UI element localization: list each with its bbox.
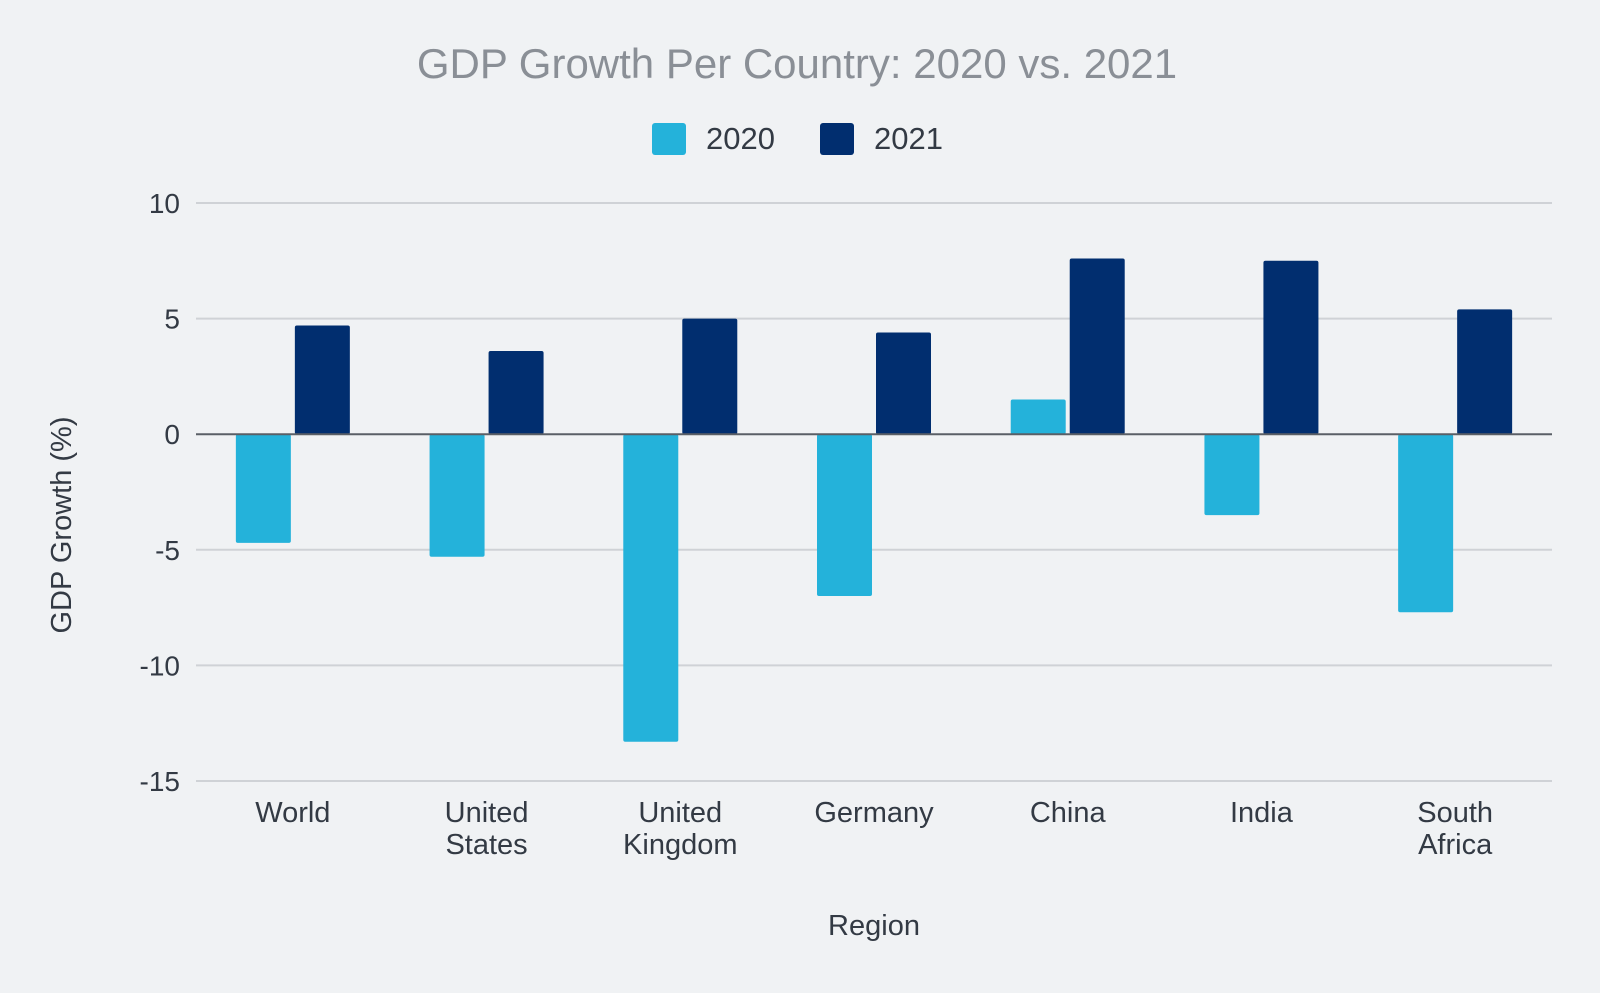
legend-swatch-2020 [652, 123, 686, 155]
bar-2020-united-kingdom[interactable] [623, 434, 679, 742]
x-tick-label-line: Africa [1418, 829, 1493, 861]
x-tick-label: China [1030, 797, 1107, 829]
x-tick-label-line: United [638, 797, 722, 829]
y-tick-label: -5 [155, 535, 180, 566]
x-tick-label: Germany [814, 797, 934, 829]
x-tick-label: United States [445, 797, 529, 861]
y-tick-labels: 10 5 0 -5 -10 -15 [140, 188, 180, 797]
x-tick-label: South Africa [1417, 797, 1493, 861]
bar-2020-united-states[interactable] [429, 434, 485, 557]
bar-2020-south-africa[interactable] [1398, 434, 1454, 613]
legend: 2020 2021 [652, 121, 943, 156]
bars [235, 258, 1513, 742]
bar-2020-china[interactable] [1010, 399, 1066, 435]
bar-2021-china[interactable] [1069, 258, 1125, 435]
y-tick-label: -15 [140, 766, 180, 797]
bar-2021-south-africa[interactable] [1457, 309, 1513, 435]
y-tick-label: -10 [140, 650, 180, 681]
legend-label-2021[interactable]: 2021 [874, 121, 943, 156]
x-tick-label: India [1230, 797, 1294, 829]
y-tick-label: 10 [149, 188, 180, 219]
x-tick-label-line: Germany [814, 797, 934, 829]
bar-2020-germany[interactable] [817, 434, 872, 597]
x-tick-label: United Kingdom [623, 797, 737, 861]
bar-2021-india[interactable] [1263, 260, 1319, 435]
y-tick-label: 5 [164, 304, 180, 335]
x-tick-label-line: China [1030, 797, 1107, 829]
bar-2021-germany[interactable] [876, 332, 931, 435]
bar-2021-united-kingdom[interactable] [682, 318, 738, 435]
y-tick-label: 0 [164, 419, 180, 450]
bar-2020-india[interactable] [1204, 434, 1260, 516]
legend-label-2020[interactable]: 2020 [706, 121, 775, 156]
y-axis-label: GDP Growth (%) [46, 416, 78, 633]
x-tick-label-line: Kingdom [623, 829, 737, 861]
x-tick-label-line: States [445, 829, 527, 861]
bar-2021-world[interactable] [294, 325, 350, 435]
x-tick-label: World [255, 797, 330, 829]
grid-lines [196, 202, 1552, 782]
bar-2021-united-states[interactable] [488, 350, 544, 435]
x-tick-label-line: South [1417, 797, 1493, 829]
legend-swatch-2021 [820, 123, 854, 155]
bar-2020-world[interactable] [235, 434, 291, 543]
x-tick-label-line: United [445, 797, 529, 829]
chart-title: GDP Growth Per Country: 2020 vs. 2021 [417, 40, 1177, 87]
x-axis-label: Region [828, 910, 920, 942]
x-tick-label-line: India [1230, 797, 1294, 829]
x-tick-label-line: World [255, 797, 330, 829]
